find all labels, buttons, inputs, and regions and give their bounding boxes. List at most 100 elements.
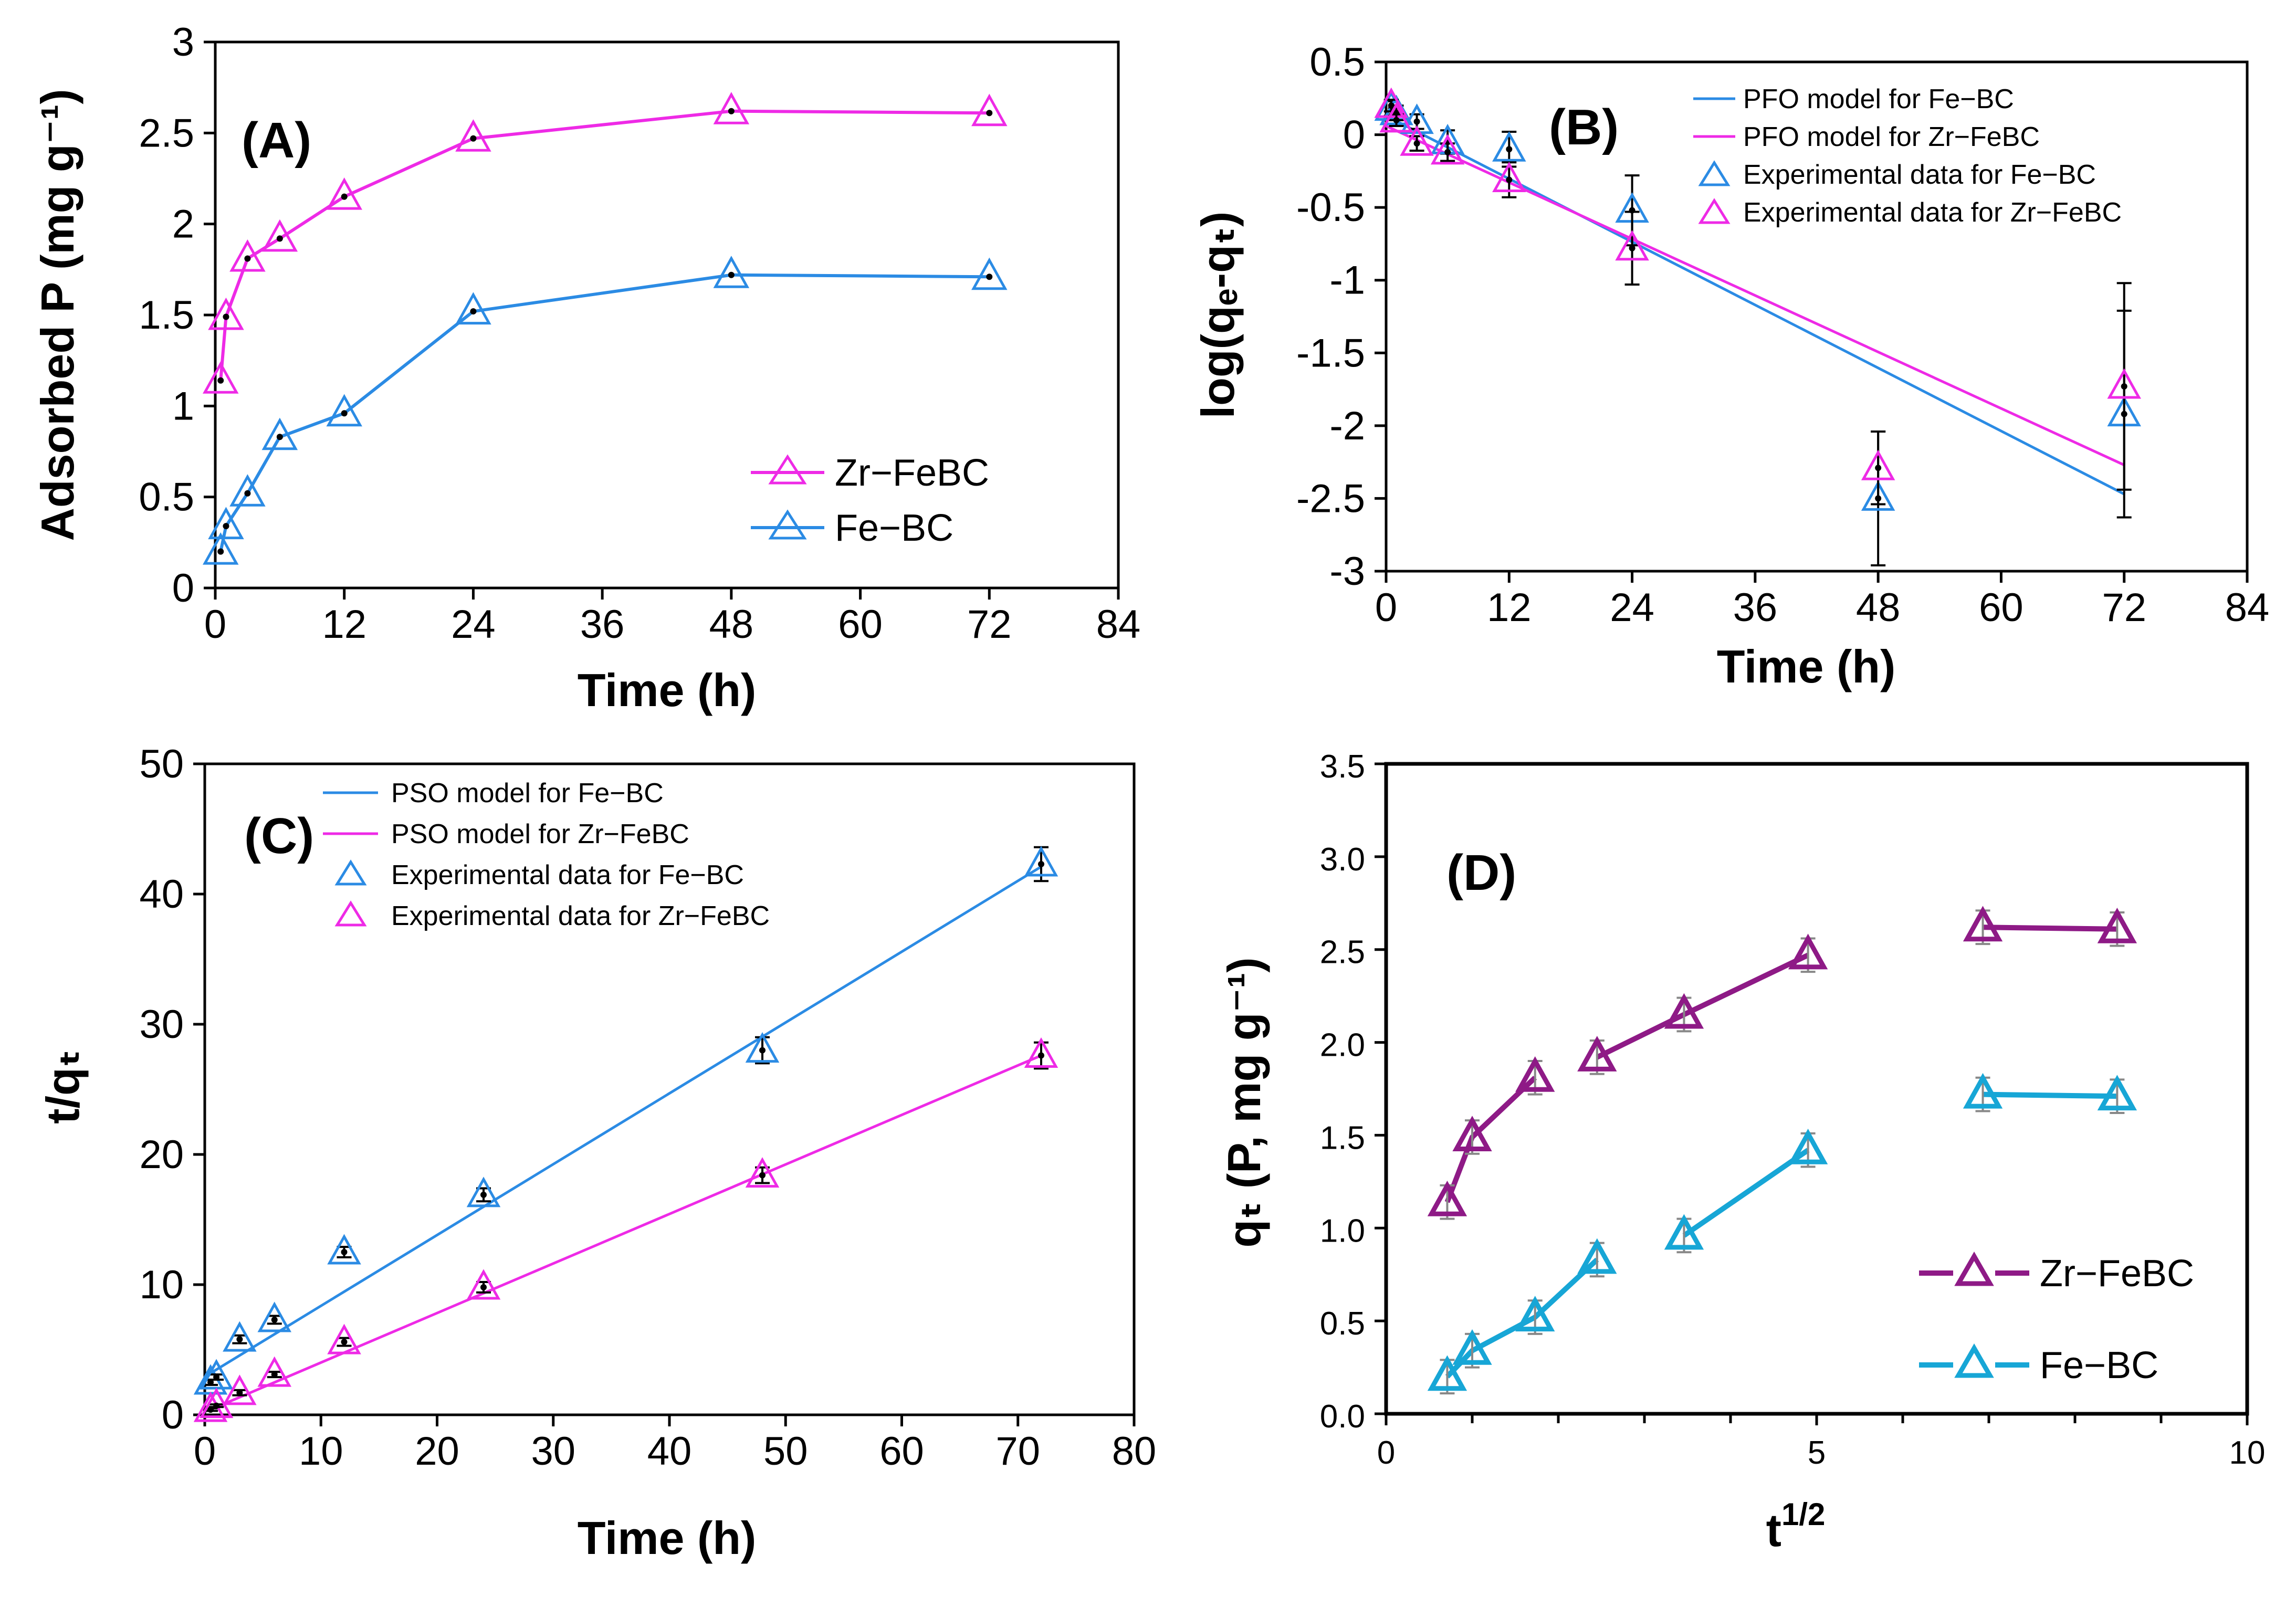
data-point-zr: [1963, 906, 2003, 942]
data-point-fe: [1664, 1214, 1704, 1250]
x-tick-label: 48: [709, 602, 754, 647]
y-tick-label: 0: [1343, 113, 1365, 157]
data-point-fe: [466, 1176, 501, 1207]
y-tick-label: 1.5: [139, 293, 194, 338]
data-point-fe: [2097, 1075, 2137, 1111]
data-point-zr: [971, 93, 1008, 127]
data-point-fe: [1577, 1238, 1617, 1274]
data-point-zr: [1492, 161, 1526, 192]
x-tick-label: 12: [1487, 585, 1532, 630]
data-point-center: [1506, 176, 1513, 183]
y-tick-label: 1: [172, 384, 194, 428]
y-tick-label: 2.0: [1320, 1027, 1365, 1064]
data-point-zr: [326, 177, 362, 210]
y-tick-label: 0.5: [139, 475, 194, 520]
x-tick-label: 30: [531, 1429, 575, 1474]
data-point-center: [1388, 102, 1395, 109]
legend-label-exp-fe-c: Experimental data for Fe−BC: [391, 860, 744, 890]
x-tick-label: 12: [322, 602, 366, 647]
markers-b: [1374, 87, 2141, 566]
data-point-zr: [1430, 134, 1465, 165]
markers-d: [1427, 906, 2137, 1395]
legend-label-pfo-fe: PFO model for Fe−BC: [1743, 84, 2014, 114]
data-point-zr: [261, 219, 298, 252]
data-point-center: [341, 1339, 348, 1346]
legend-marker-zr-d: [1954, 1251, 1994, 1286]
y-tick-label: 0: [162, 1393, 184, 1437]
legend-marker-exp-zr-b: [1698, 198, 1731, 224]
x-tick-label: 36: [1733, 585, 1778, 630]
x-tick-label: 20: [415, 1429, 459, 1474]
panel-label-a: (A): [242, 112, 311, 169]
data-point-center: [1038, 860, 1044, 867]
series-line-zr: [1596, 952, 1809, 1060]
data-point-zr: [208, 297, 244, 330]
y-tick-label: 20: [139, 1132, 184, 1177]
legend-label-exp-fe-b: Experimental data for Fe−BC: [1743, 160, 2096, 190]
data-point-center: [217, 377, 224, 384]
data-point-center: [759, 1172, 766, 1179]
y-axis-label-b: log(qₑ-qₜ): [1192, 212, 1244, 419]
model-line-zr: [210, 1054, 1042, 1411]
markers-a: [202, 92, 1008, 565]
data-point-zr: [1861, 449, 1895, 480]
data-point-center: [1875, 465, 1882, 471]
data-point-center: [244, 490, 251, 497]
data-point-fe: [1963, 1073, 2003, 1109]
data-point-center: [341, 410, 348, 417]
ticks-d: 0 5 10 0.0 0.5 1.0 1.5 2.0 2.5 3.0 3.5: [1320, 749, 2266, 1471]
data-point-zr: [2097, 908, 2137, 943]
data-point-zr: [327, 1323, 361, 1354]
data-point-fe: [713, 256, 750, 288]
data-point-center: [470, 135, 477, 142]
ticks-a: 0 12 24 36 48 60 72 84 0 0.5 1 1.5 2 2.5 3: [139, 20, 1140, 647]
x-tick-label: 0: [204, 602, 226, 647]
x-axis-label-a: Time (h): [578, 664, 757, 716]
data-point-zr: [1515, 1056, 1555, 1092]
data-point-center: [1038, 1052, 1044, 1059]
model-line-fe: [209, 865, 1042, 1374]
data-point-center: [728, 271, 735, 278]
y-tick-label: -1: [1329, 258, 1365, 303]
legend-label-pso-zr: PSO model for Zr−FeBC: [391, 819, 689, 849]
y-tick-label: 2.5: [1320, 934, 1365, 971]
x-tick-label: 60: [838, 602, 883, 647]
data-point-zr: [229, 239, 266, 272]
data-point-zr: [223, 1374, 257, 1405]
data-point-zr: [202, 361, 239, 394]
x-tick-label: 0: [194, 1429, 216, 1474]
y-tick-label: -2: [1329, 404, 1365, 448]
data-point-fe: [1788, 1128, 1828, 1164]
legend-a: Zr−FeBC Fe−BC: [751, 452, 989, 549]
y-tick-label: 0.0: [1320, 1399, 1365, 1435]
data-point-zr: [1024, 1037, 1058, 1068]
y-tick-label: 40: [139, 872, 184, 917]
series-line-fe: [1445, 1257, 1599, 1379]
legend-d: Zr−FeBC Fe−BC: [1919, 1251, 2194, 1386]
legend-label-fe-d: Fe−BC: [2040, 1344, 2158, 1386]
legend-label-pso-fe: PSO model for Fe−BC: [391, 778, 664, 808]
x-tick-label: 84: [2225, 585, 2270, 630]
x-tick-label: 0: [1377, 1435, 1395, 1471]
data-point-fe: [208, 507, 244, 540]
data-point-zr: [1664, 993, 1704, 1029]
data-point-fe: [326, 394, 362, 427]
series-line-zr: [219, 109, 990, 381]
data-point-fe: [202, 532, 239, 565]
legend-label-zr-d: Zr−FeBC: [2040, 1253, 2194, 1295]
panel-label-d: (D): [1446, 845, 1516, 901]
x-tick-label: 48: [1856, 585, 1901, 630]
data-point-zr: [1615, 230, 1649, 261]
data-point-center: [470, 308, 477, 315]
data-point-center: [341, 1249, 348, 1255]
data-point-center: [480, 1284, 487, 1290]
data-point-zr: [1427, 1180, 1467, 1216]
data-point-zr: [713, 92, 750, 124]
data-point-center: [213, 1402, 220, 1409]
x-tick-label: 10: [299, 1429, 343, 1474]
data-point-center: [271, 1316, 278, 1323]
data-point-center: [759, 1047, 766, 1054]
legend-c: PSO model for Fe−BC PSO model for Zr−FeB…: [323, 778, 770, 931]
y-tick-label: 0: [172, 566, 194, 611]
data-point-center: [236, 1336, 243, 1343]
